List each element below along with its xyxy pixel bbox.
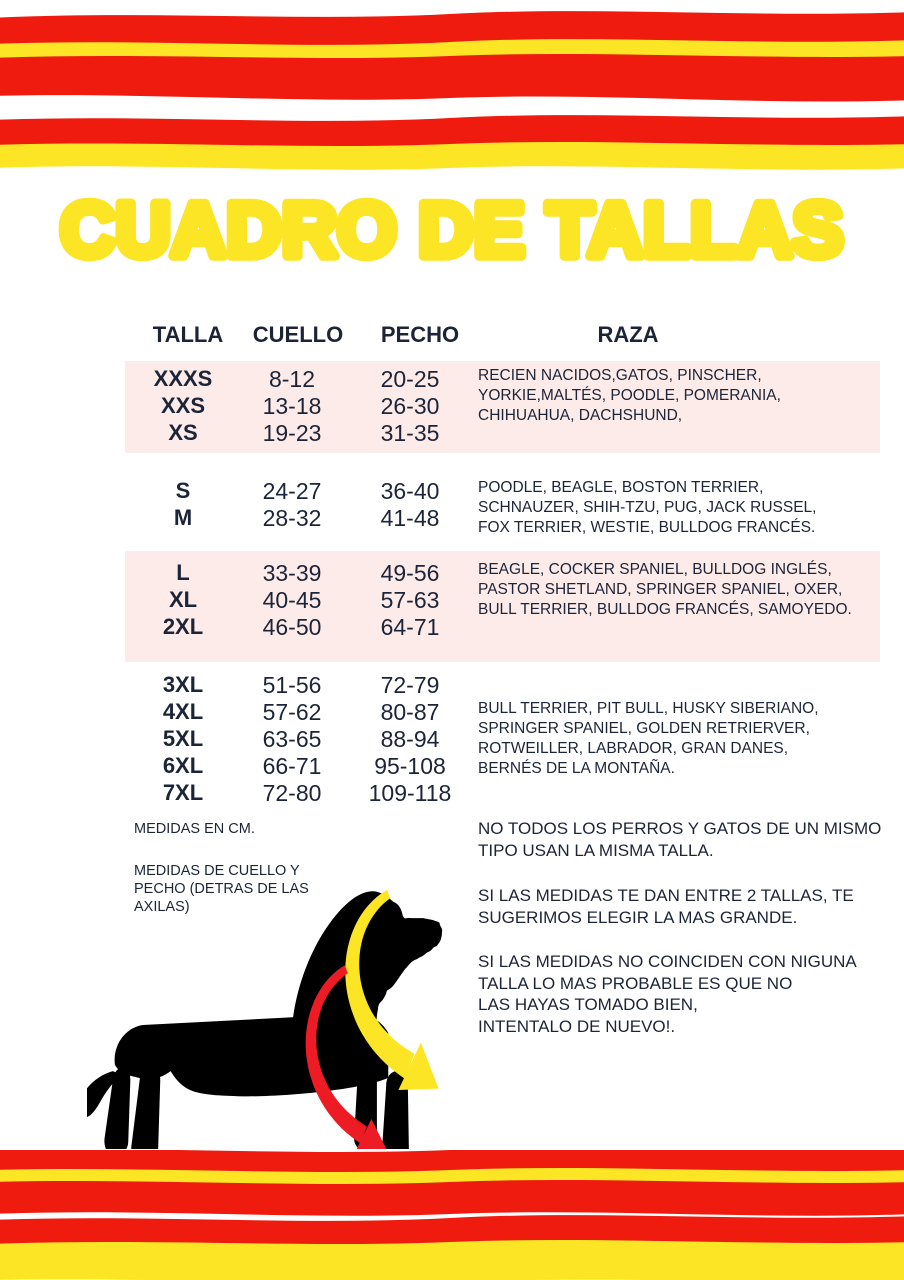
svg-text:CUADRO DE TALLAS: CUADRO DE TALLAS (60, 188, 843, 273)
